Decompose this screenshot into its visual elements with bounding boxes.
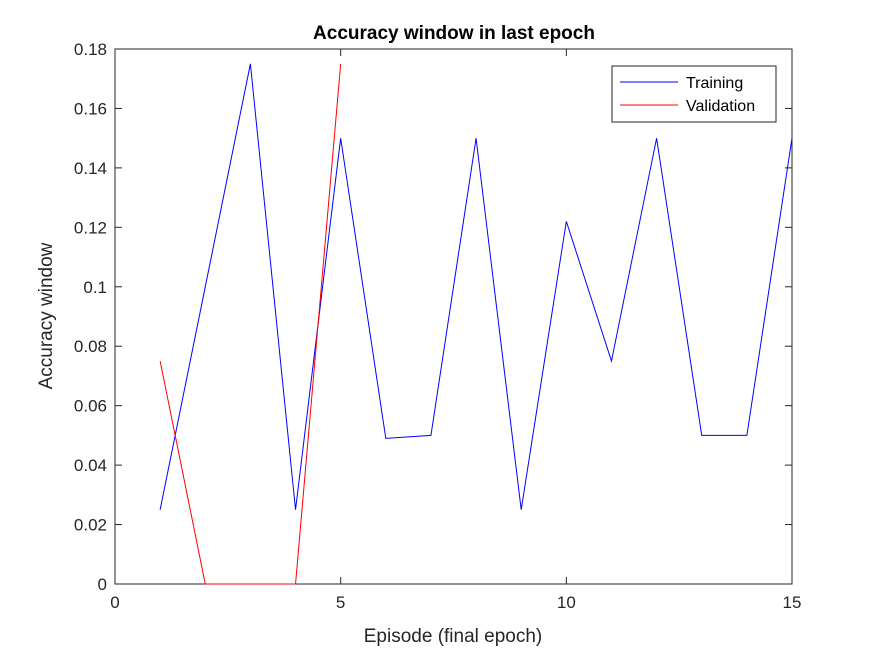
y-tick-label: 0.18 [74,40,107,59]
y-tick-label: 0.1 [83,278,107,297]
series-layer [159,63,793,585]
y-tick-label: 0.02 [74,516,107,535]
y-tick-label: 0 [98,575,107,594]
plot-area [114,48,793,585]
series-line-training [159,63,793,510]
legend-box [611,65,777,123]
legend: Training Validation [611,65,777,123]
legend-label-training: Training [686,75,743,92]
y-tick-label: 0.06 [74,397,107,416]
x-tick-label: 10 [557,593,576,612]
y-tick-label: 0.04 [74,456,107,475]
y-tick-label: 0.16 [74,99,107,118]
y-axis: 0 0.02 0.04 0.06 0.08 0.1 0.12 0.14 0.16 0.18 [74,40,792,594]
legend-label-validation: Validation [686,98,755,115]
x-tick-label: 15 [783,593,802,612]
y-tick-label: 0.14 [74,159,107,178]
x-axis-label: Episode (final epoch) [364,626,543,647]
y-tick-label: 0.08 [74,337,107,356]
series-line-validation [159,63,342,585]
x-axis: 0 5 10 15 [110,49,801,612]
x-tick-label: 0 [110,593,119,612]
chart-title: Accuracy window in last epoch [313,23,595,44]
y-tick-label: 0.12 [74,218,107,237]
y-axis-label: Accuracy window [36,242,57,389]
x-tick-label: 5 [336,593,345,612]
